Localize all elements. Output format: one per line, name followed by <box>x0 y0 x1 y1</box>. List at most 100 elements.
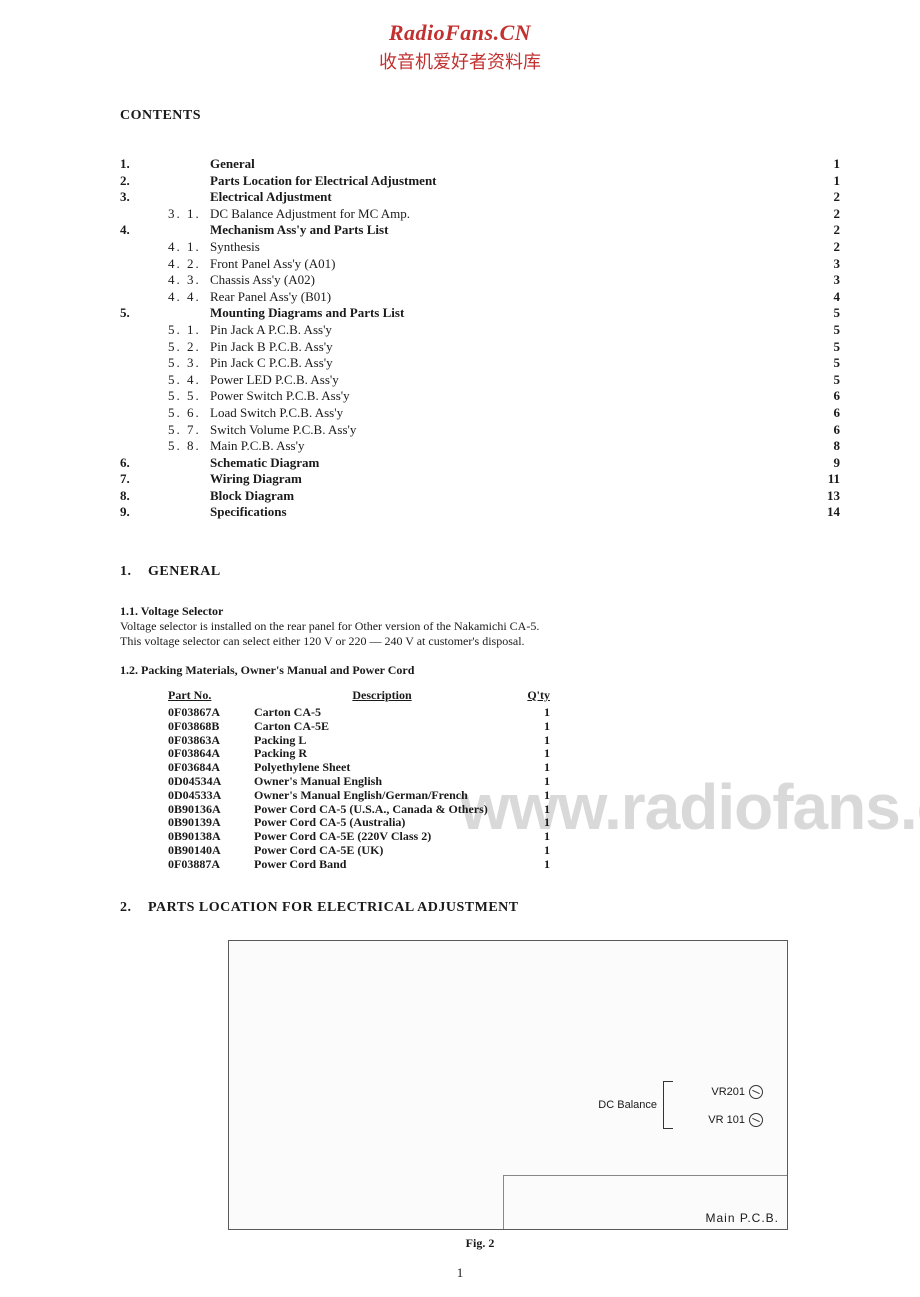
toc-title: Chassis Ass'y (A02) <box>210 272 315 288</box>
toc-row: 4.Mechanism Ass'y and Parts List2 <box>120 222 840 238</box>
cell-part-no: 0B90138A <box>168 830 254 844</box>
table-row: 0F03867ACarton CA-51 <box>168 706 840 720</box>
toc-page: 14 <box>816 504 840 520</box>
toc-num: 3. <box>120 189 148 205</box>
toc-subnum: 5. 6. <box>148 405 210 421</box>
watermark-subtitle: 收音机爱好者资料库 <box>0 48 920 74</box>
toc-title: General <box>210 156 255 172</box>
trimmer-icon <box>749 1085 763 1099</box>
section-1-heading: 1. GENERAL <box>120 564 840 580</box>
toc-page: 1 <box>816 156 840 172</box>
section-2-title: PARTS LOCATION FOR ELECTRICAL ADJUSTMENT <box>148 900 519 915</box>
toc-row: 2.Parts Location for Electrical Adjustme… <box>120 173 840 189</box>
table-row: 0B90139APower Cord CA-5 (Australia)1 <box>168 816 840 830</box>
col-header-qty: Q'ty <box>510 688 550 703</box>
toc-page: 3 <box>816 256 840 272</box>
toc-row: 5. 6.Load Switch P.C.B. Ass'y6 <box>120 405 840 421</box>
toc-row: 3.Electrical Adjustment2 <box>120 189 840 205</box>
toc-title: Pin Jack A P.C.B. Ass'y <box>210 322 332 338</box>
toc-row: 5. 1.Pin Jack A P.C.B. Ass'y5 <box>120 322 840 338</box>
toc-subnum: 3. 1. <box>148 206 210 222</box>
toc-title: Mechanism Ass'y and Parts List <box>210 222 388 238</box>
toc-num: 9. <box>120 504 148 520</box>
toc-subnum: 5. 7. <box>148 422 210 438</box>
section-1-num: 1. <box>120 564 144 580</box>
cell-description: Power Cord CA-5 (U.S.A., Canada & Others… <box>254 803 510 817</box>
parts-table: Part No. Description Q'ty 0F03867ACarton… <box>168 688 840 872</box>
toc-num: 7. <box>120 471 148 487</box>
cell-part-no: 0B90140A <box>168 844 254 858</box>
toc-title: Block Diagram <box>210 488 294 504</box>
toc-subnum: 5. 8. <box>148 438 210 454</box>
toc-subnum: 5. 4. <box>148 372 210 388</box>
toc-title: Mounting Diagrams and Parts List <box>210 305 404 321</box>
cell-description: Power Cord Band <box>254 858 510 872</box>
toc-row: 5. 8.Main P.C.B. Ass'y 8 <box>120 438 840 454</box>
page-content: CONTENTS 1.General12.Parts Location for … <box>120 108 840 1251</box>
table-row: 0D04534AOwner's Manual English1 <box>168 775 840 789</box>
toc-row: 9. Specifications 14 <box>120 504 840 520</box>
toc-title: Switch Volume P.C.B. Ass'y <box>210 422 356 438</box>
toc-page: 13 <box>816 488 840 504</box>
toc-title: Pin Jack B P.C.B. Ass'y <box>210 339 333 355</box>
cell-part-no: 0F03867A <box>168 706 254 720</box>
toc-title: Schematic Diagram <box>210 455 319 471</box>
toc-row: 4. 3.Chassis Ass'y (A02)3 <box>120 272 840 288</box>
toc-page: 5 <box>816 372 840 388</box>
cell-part-no: 0F03864A <box>168 747 254 761</box>
page-number: 1 <box>0 1265 920 1281</box>
cell-part-no: 0D04534A <box>168 775 254 789</box>
toc-row: 3. 1.DC Balance Adjustment for MC Amp.2 <box>120 206 840 222</box>
toc-row: 4. 4.Rear Panel Ass'y (B01)4 <box>120 289 840 305</box>
sub-1-1-body-line1: Voltage selector is installed on the rea… <box>120 619 840 634</box>
cell-part-no: 0F03887A <box>168 858 254 872</box>
toc-page: 4 <box>816 289 840 305</box>
toc-page: 6 <box>816 388 840 404</box>
sub-1-1-body-line2: This voltage selector can select either … <box>120 634 840 649</box>
watermark-header: RadioFans.CN 收音机爱好者资料库 <box>0 20 920 74</box>
toc-subnum: 5. 1. <box>148 322 210 338</box>
figure-2-box: DC Balance VR201 VR 101 Main P.C.B. <box>228 940 788 1230</box>
toc-title: Wiring Diagram <box>210 471 302 487</box>
cell-qty: 1 <box>510 830 550 844</box>
toc-row: 1.General1 <box>120 156 840 172</box>
cell-qty: 1 <box>510 761 550 775</box>
cell-qty: 1 <box>510 747 550 761</box>
bracket-icon <box>663 1081 673 1129</box>
cell-description: Power Cord CA-5E (UK) <box>254 844 510 858</box>
cell-description: Power Cord CA-5E (220V Class 2) <box>254 830 510 844</box>
toc-row: 5. 4.Power LED P.C.B. Ass'y5 <box>120 372 840 388</box>
vr101-row: VR 101 <box>708 1113 763 1127</box>
toc-page: 5 <box>816 355 840 371</box>
cell-qty: 1 <box>510 844 550 858</box>
vr-labels: VR201 VR 101 <box>708 1071 763 1141</box>
toc-row: 4. 2.Front Panel Ass'y (A01)3 <box>120 256 840 272</box>
toc-row: 4. 1.Synthesis2 <box>120 239 840 255</box>
toc-page: 8 <box>816 438 840 454</box>
toc-subnum: 4. 2. <box>148 256 210 272</box>
toc-title: Specifications <box>210 504 287 520</box>
toc-row: 5. 2.Pin Jack B P.C.B. Ass'y5 <box>120 339 840 355</box>
toc-num: 8. <box>120 488 148 504</box>
toc-page: 5 <box>816 305 840 321</box>
toc-subnum: 5. 5. <box>148 388 210 404</box>
toc-page: 9 <box>816 455 840 471</box>
toc-title: Main P.C.B. Ass'y <box>210 438 304 454</box>
cell-description: Packing L <box>254 734 510 748</box>
toc-title: Load Switch P.C.B. Ass'y <box>210 405 343 421</box>
toc-page: 2 <box>816 239 840 255</box>
toc-row: 5. 3.Pin Jack C P.C.B. Ass'y5 <box>120 355 840 371</box>
vr201-label: VR201 <box>711 1086 745 1098</box>
sub-1-1-title: 1.1. Voltage Selector <box>120 604 840 619</box>
figure-2: DC Balance VR201 VR 101 Main P.C.B. Fig.… <box>120 940 840 1251</box>
toc-title: Parts Location for Electrical Adjustment <box>210 173 437 189</box>
toc-num: 4. <box>120 222 148 238</box>
cell-part-no: 0F03868B <box>168 720 254 734</box>
cell-part-no: 0F03684A <box>168 761 254 775</box>
toc-page: 1 <box>816 173 840 189</box>
toc-row: 5. 5.Power Switch P.C.B. Ass'y6 <box>120 388 840 404</box>
toc-title: DC Balance Adjustment for MC Amp. <box>210 206 410 222</box>
cell-description: Polyethylene Sheet <box>254 761 510 775</box>
watermark-title: RadioFans.CN <box>0 20 920 46</box>
toc-row: 6.Schematic Diagram9 <box>120 455 840 471</box>
